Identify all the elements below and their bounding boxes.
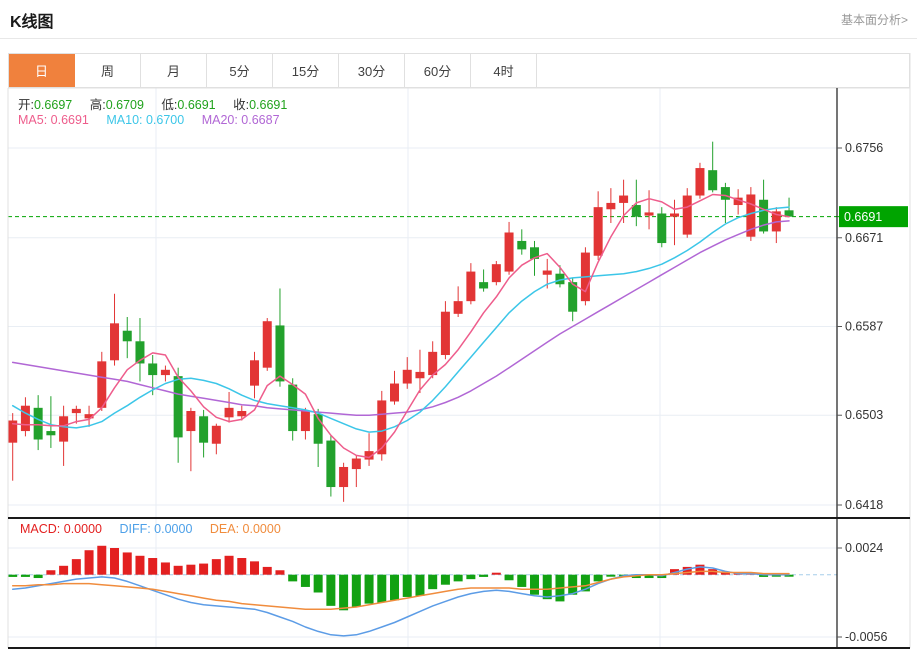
tab-60min[interactable]: 60分 bbox=[405, 54, 471, 87]
svg-text:-0.0056: -0.0056 bbox=[845, 630, 887, 644]
tab-4hour[interactable]: 4时 bbox=[471, 54, 537, 87]
page-title: K线图 bbox=[10, 14, 54, 31]
fundamental-analysis-link[interactable]: 基本面分析> bbox=[840, 13, 908, 27]
tab-15min[interactable]: 15分 bbox=[273, 54, 339, 87]
diff-value: DIFF: 0.0000 bbox=[119, 522, 193, 536]
tab-30min[interactable]: 30分 bbox=[339, 54, 405, 87]
low-label: 低: bbox=[161, 98, 178, 112]
macd-legend: MACD: 0.0000 DIFF: 0.0000 DEA: 0.0000 bbox=[20, 522, 295, 536]
tabbar-filler bbox=[537, 54, 909, 87]
svg-text:0.6756: 0.6756 bbox=[845, 141, 883, 155]
svg-text:0.6691: 0.6691 bbox=[844, 210, 882, 224]
svg-text:0.6503: 0.6503 bbox=[845, 408, 883, 422]
ohlc-legend: 开:0.6697 高:0.6709 低:0.6691 收:0.6691 bbox=[18, 94, 301, 113]
svg-text:0.0024: 0.0024 bbox=[845, 541, 883, 555]
high-value: 0.6709 bbox=[105, 98, 144, 112]
ma10-legend: MA10: 0.6700 bbox=[106, 113, 185, 127]
open-label: 开: bbox=[18, 98, 34, 112]
tab-5min[interactable]: 5分 bbox=[207, 54, 273, 87]
tab-week[interactable]: 周 bbox=[75, 54, 141, 87]
ma-legend: MA5: 0.6691 MA10: 0.6700 MA20: 0.6687 bbox=[18, 113, 294, 127]
high-label: 高: bbox=[89, 98, 106, 112]
svg-text:0.6671: 0.6671 bbox=[845, 231, 883, 245]
macd-value: MACD: 0.0000 bbox=[20, 522, 102, 536]
svg-text:0.6587: 0.6587 bbox=[845, 319, 883, 333]
tab-month[interactable]: 月 bbox=[141, 54, 207, 87]
tab-day[interactable]: 日 bbox=[9, 54, 75, 87]
close-value: 0.6691 bbox=[249, 98, 288, 112]
ma5-legend: MA5: 0.6691 bbox=[18, 113, 89, 127]
open-value: 0.6697 bbox=[33, 98, 73, 112]
low-value: 0.6691 bbox=[177, 98, 216, 112]
ma20-legend: MA20: 0.6687 bbox=[201, 113, 280, 127]
title-divider bbox=[0, 38, 917, 39]
period-tabbar: 日 周 月 5分 15分 30分 60分 4时 bbox=[8, 53, 910, 88]
svg-text:0.6418: 0.6418 bbox=[845, 498, 883, 512]
dea-value: DEA: 0.0000 bbox=[209, 522, 281, 536]
close-label: 收: bbox=[233, 98, 250, 112]
